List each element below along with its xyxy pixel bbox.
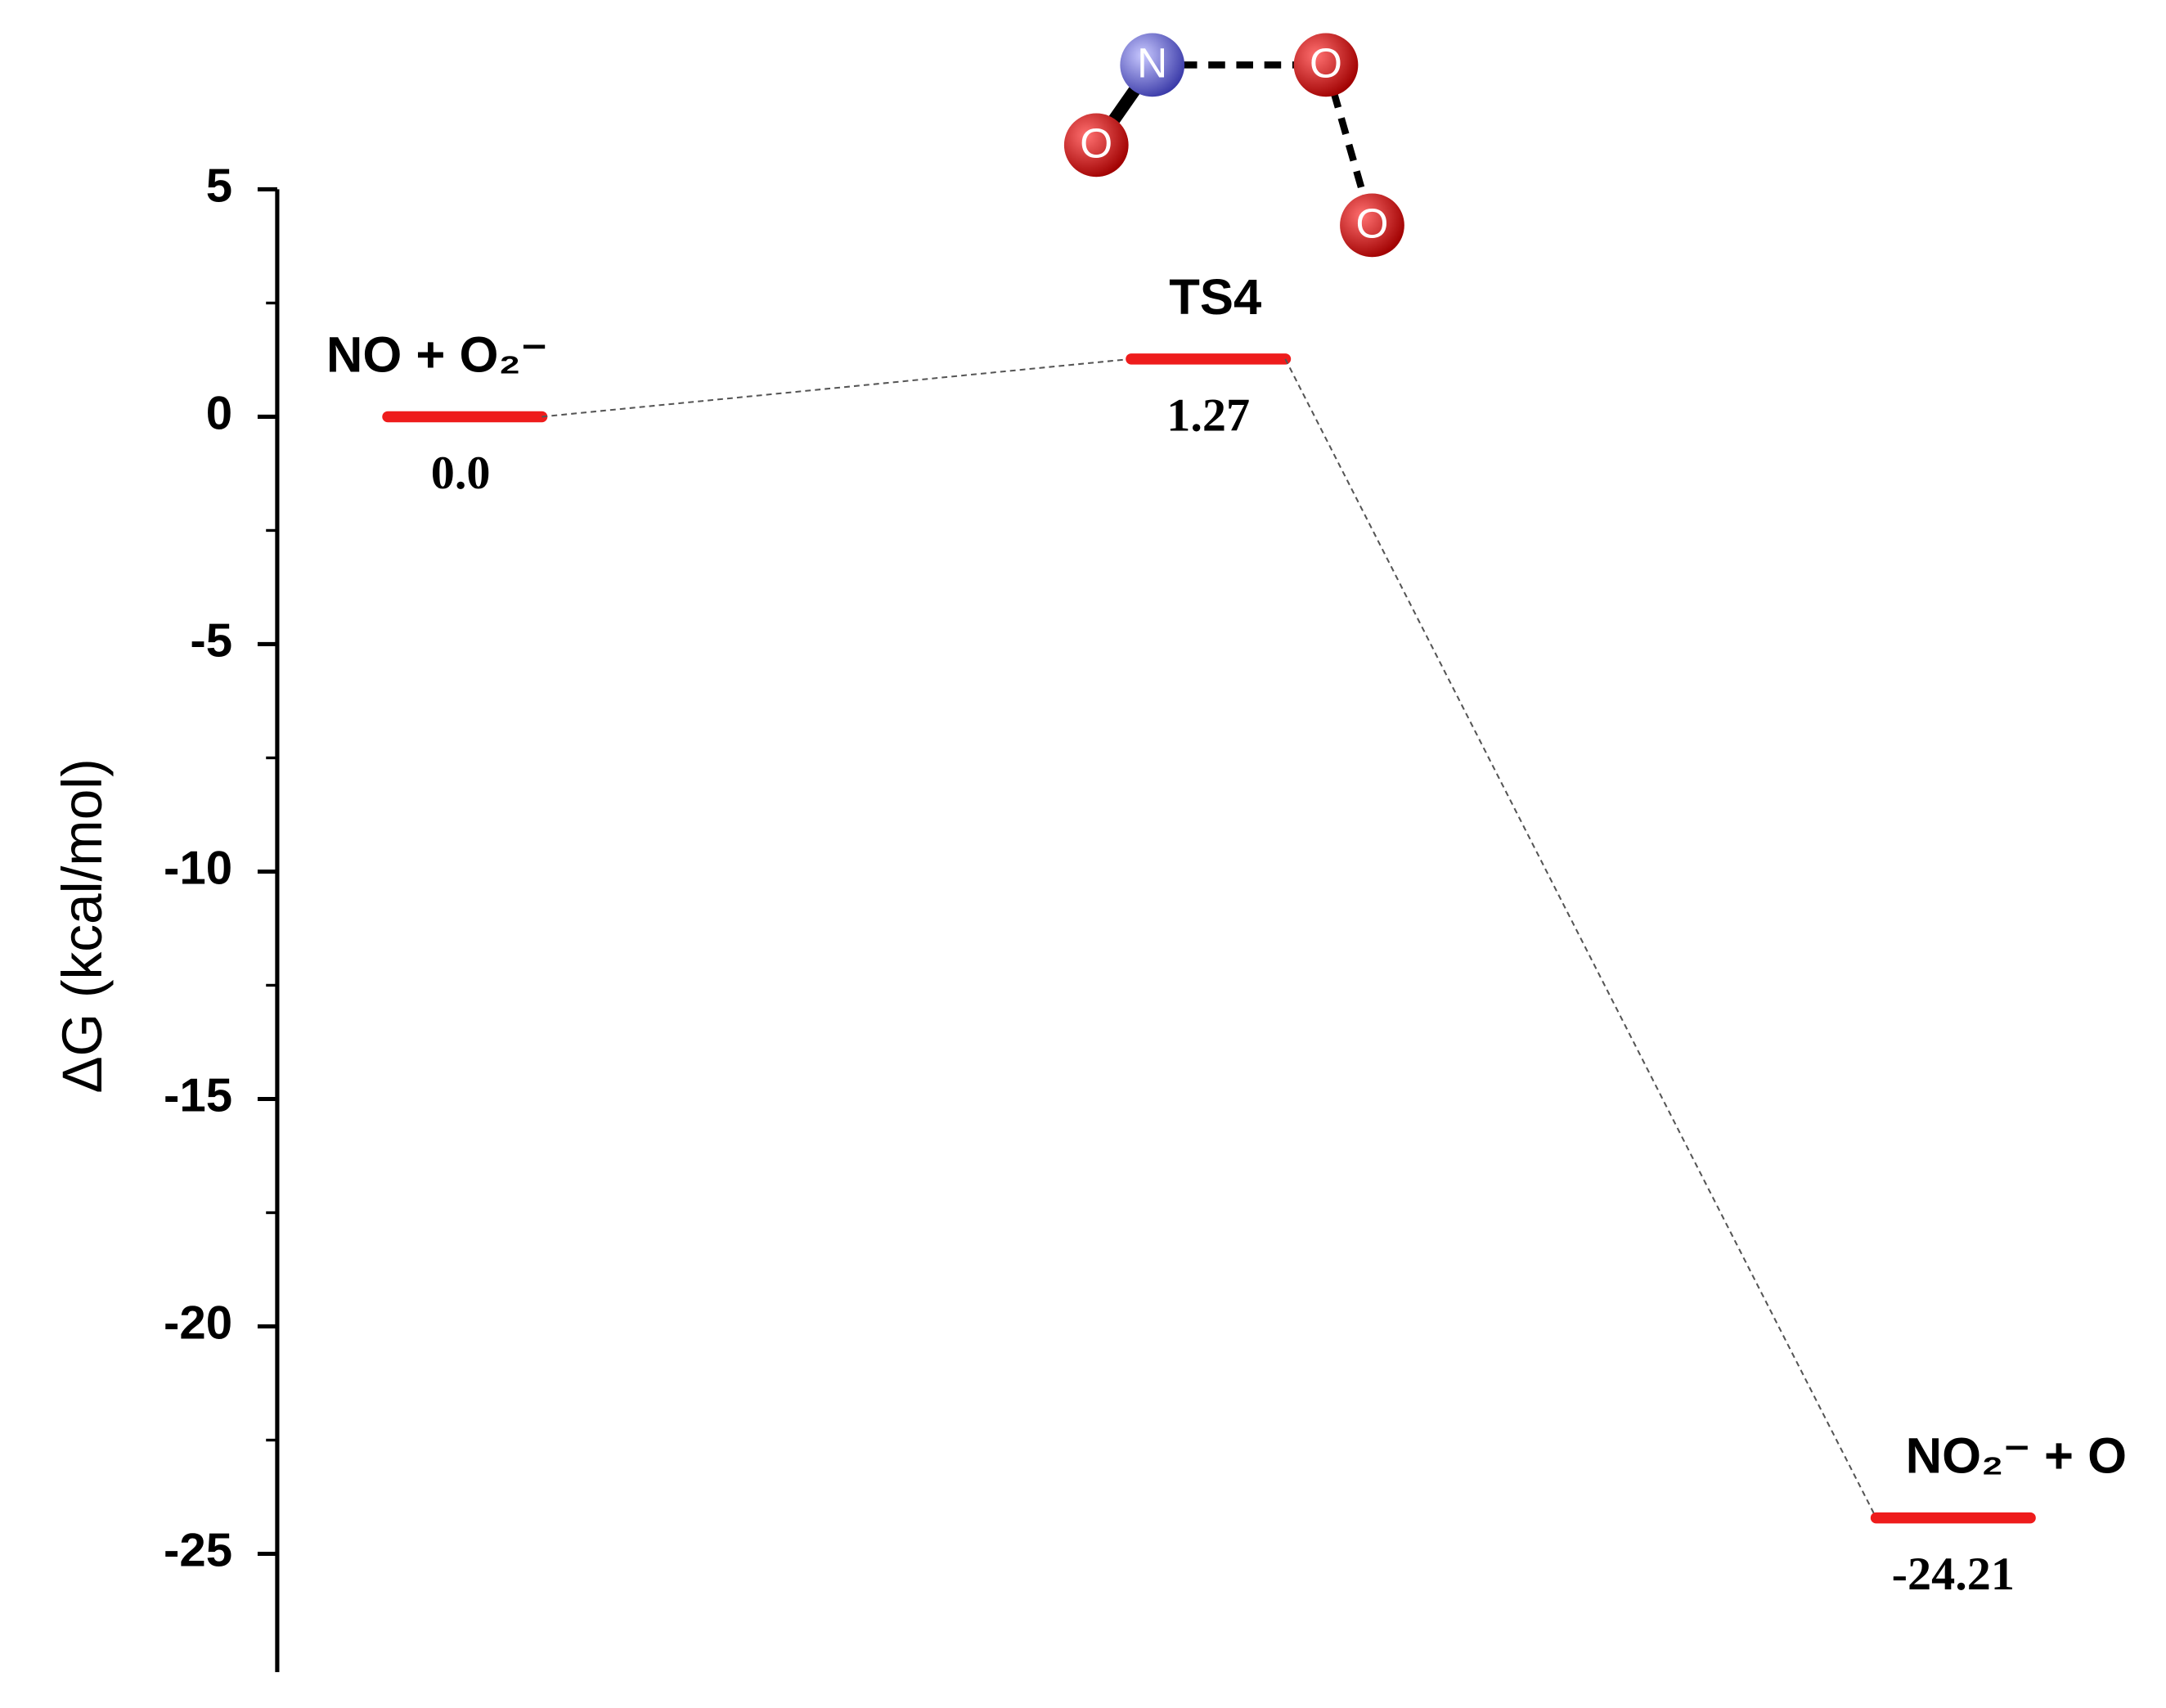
state-label: TS4 bbox=[1169, 269, 1261, 325]
value-label: 1.27 bbox=[1166, 389, 1250, 442]
value-label: -24.21 bbox=[1892, 1547, 2015, 1600]
atom-label: O bbox=[1310, 40, 1342, 87]
atom-label: O bbox=[1080, 120, 1112, 167]
y-tick-label: -5 bbox=[190, 615, 232, 667]
state-label: NO + O₂⁻ bbox=[326, 327, 547, 383]
atom bbox=[1293, 33, 1359, 97]
value-label: 0.0 bbox=[431, 446, 491, 499]
y-tick-label: -25 bbox=[164, 1525, 232, 1577]
atom-label: N bbox=[1137, 40, 1167, 87]
y-axis-label: ΔG (kcal/mol) bbox=[52, 758, 114, 1093]
connector bbox=[1284, 358, 1877, 1519]
connector bbox=[542, 357, 1132, 418]
atom bbox=[1063, 113, 1129, 178]
y-tick-label: 5 bbox=[206, 160, 232, 213]
y-tick-label: 0 bbox=[206, 388, 232, 440]
y-tick-label: -20 bbox=[164, 1297, 232, 1350]
y-tick-label: -15 bbox=[164, 1070, 232, 1122]
molecule: N O O O bbox=[1063, 33, 1404, 258]
state-label: NO₂⁻ + O bbox=[1906, 1428, 2127, 1484]
atom-label: O bbox=[1356, 200, 1389, 247]
atom bbox=[1340, 193, 1404, 258]
atom bbox=[1120, 33, 1185, 97]
y-tick-label: -10 bbox=[164, 843, 232, 895]
